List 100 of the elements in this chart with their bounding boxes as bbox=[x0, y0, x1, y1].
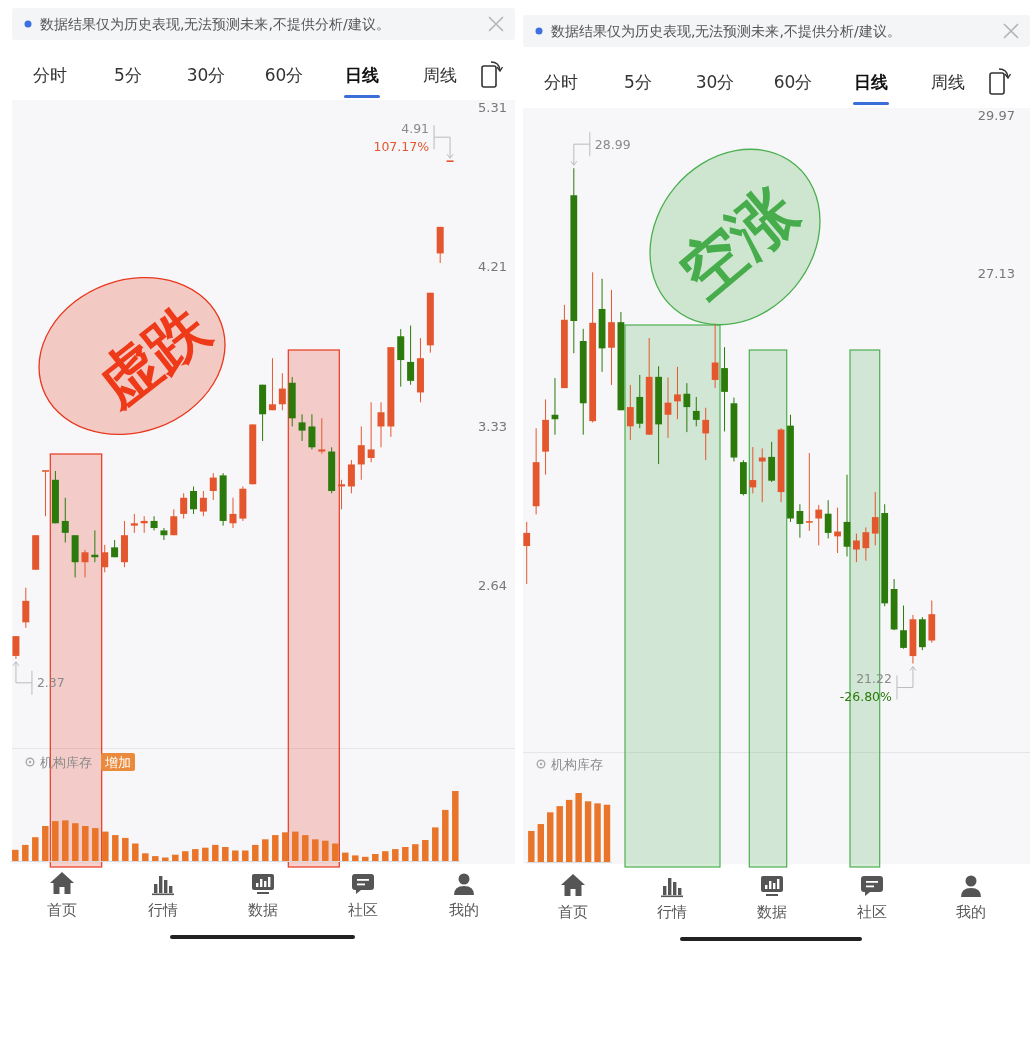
candlestick bbox=[805, 452, 813, 532]
candlestick bbox=[626, 384, 634, 441]
bar bbox=[122, 837, 129, 861]
bar bbox=[22, 844, 29, 861]
text: 数据结果仅为历史表现,无法预测未来,不提供分析/建议。 bbox=[40, 16, 390, 32]
text: 我的 bbox=[956, 903, 986, 921]
text: 60分 bbox=[773, 72, 813, 92]
text: 日线 bbox=[854, 72, 888, 92]
y-tick-label: 5.31 bbox=[478, 100, 507, 116]
candlestick bbox=[377, 401, 385, 448]
candlestick bbox=[278, 372, 286, 411]
bar bbox=[142, 853, 149, 861]
candlestick bbox=[190, 485, 198, 515]
candlestick bbox=[101, 544, 109, 573]
candlestick bbox=[308, 413, 316, 450]
candlestick bbox=[160, 527, 168, 541]
candlestick bbox=[61, 497, 69, 543]
candlestick bbox=[318, 417, 326, 455]
bar bbox=[52, 821, 59, 861]
candlestick bbox=[692, 396, 700, 427]
text: 周线 bbox=[423, 65, 457, 85]
bar bbox=[42, 826, 49, 861]
bar bbox=[202, 847, 209, 861]
text: 我的 bbox=[449, 901, 479, 919]
y-tick-label: 4.21 bbox=[478, 258, 507, 274]
bar bbox=[282, 832, 289, 861]
candlestick bbox=[150, 515, 158, 531]
bar bbox=[556, 806, 563, 862]
bar bbox=[452, 791, 459, 861]
annotation: 4.91 bbox=[401, 120, 430, 136]
bar bbox=[92, 828, 99, 861]
candlestick bbox=[853, 533, 860, 563]
text: 行情 bbox=[657, 903, 687, 921]
bar bbox=[362, 856, 369, 861]
candlestick bbox=[209, 472, 217, 501]
candlestick bbox=[397, 328, 405, 388]
text: 周线 bbox=[931, 72, 965, 92]
text: 5分 bbox=[624, 72, 652, 92]
text: 数据结果仅为历史表现,无法预测未来,不提供分析/建议。 bbox=[551, 23, 901, 39]
y-tick-label: 27.13 bbox=[977, 265, 1015, 281]
candlestick bbox=[42, 470, 50, 517]
candlestick bbox=[347, 459, 355, 494]
candlestick bbox=[523, 521, 531, 585]
candlestick bbox=[81, 549, 89, 578]
candlestick bbox=[407, 325, 415, 386]
candlestick bbox=[199, 490, 207, 517]
text: 30分 bbox=[695, 72, 735, 92]
bar bbox=[32, 837, 39, 861]
annotation: 空涨 bbox=[665, 171, 812, 312]
candlestick bbox=[180, 492, 188, 520]
candlestick bbox=[749, 446, 757, 494]
text: 日线 bbox=[345, 65, 379, 85]
candlestick bbox=[815, 504, 823, 546]
bar bbox=[152, 856, 159, 861]
candlestick bbox=[268, 357, 276, 411]
bar bbox=[603, 804, 611, 862]
candlestick bbox=[367, 401, 375, 463]
bar bbox=[222, 847, 229, 861]
candlestick bbox=[683, 382, 691, 433]
candlestick bbox=[357, 425, 365, 481]
bar bbox=[584, 801, 592, 862]
text: 5分 bbox=[114, 65, 142, 85]
bar bbox=[412, 844, 419, 861]
bar bbox=[332, 843, 339, 861]
bar bbox=[302, 835, 309, 861]
candlestick bbox=[130, 513, 138, 534]
text: 60分 bbox=[264, 65, 304, 85]
candlestick bbox=[298, 413, 306, 442]
candlestick bbox=[12, 635, 20, 660]
bar bbox=[537, 824, 545, 862]
candlestick bbox=[229, 497, 237, 529]
text: 增加 bbox=[104, 754, 131, 770]
bar bbox=[402, 847, 409, 861]
bar bbox=[528, 830, 535, 862]
bar bbox=[212, 844, 219, 861]
bar bbox=[422, 840, 429, 861]
bar bbox=[312, 839, 319, 861]
candlestick bbox=[862, 526, 870, 562]
candlestick bbox=[900, 605, 907, 650]
text: 首页 bbox=[558, 903, 588, 921]
bar bbox=[132, 843, 139, 861]
bar bbox=[252, 844, 259, 861]
candlestick bbox=[702, 407, 710, 461]
bar bbox=[12, 849, 19, 861]
y-tick-label: 2.64 bbox=[478, 577, 507, 593]
candlestick bbox=[22, 587, 30, 629]
bar bbox=[162, 857, 169, 861]
bar bbox=[292, 831, 299, 861]
bar bbox=[392, 849, 399, 861]
bar bbox=[575, 793, 582, 862]
bar bbox=[442, 809, 449, 861]
bar bbox=[432, 827, 439, 861]
bar bbox=[547, 812, 554, 862]
candlestick bbox=[721, 346, 728, 432]
bar bbox=[172, 854, 179, 861]
bar bbox=[382, 851, 389, 861]
text: 社区 bbox=[857, 903, 887, 921]
candlestick bbox=[170, 508, 178, 536]
bar bbox=[72, 823, 79, 861]
candlestick bbox=[768, 441, 776, 483]
